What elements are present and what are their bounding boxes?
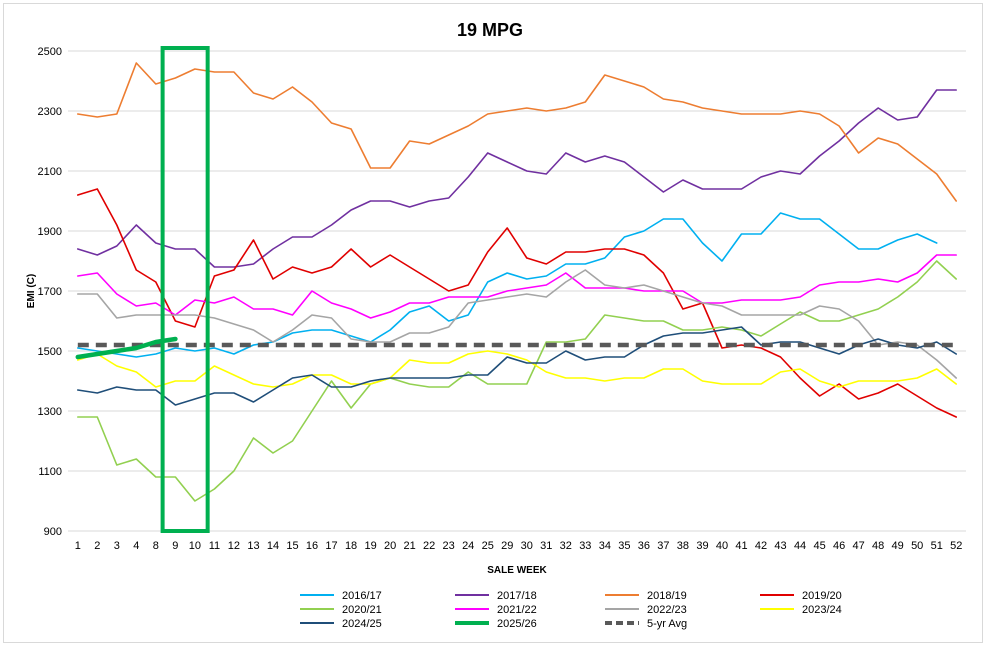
series-line-2025-26 bbox=[75, 336, 178, 360]
x-tick-label: 32 bbox=[560, 540, 572, 552]
x-tick-label: 42 bbox=[755, 540, 767, 552]
y-tick-label: 900 bbox=[44, 526, 62, 538]
y-tick-label: 1500 bbox=[38, 346, 62, 358]
series-line-2024-25 bbox=[77, 326, 957, 406]
x-tick-label: 16 bbox=[306, 540, 318, 552]
y-tick-label: 2500 bbox=[38, 46, 62, 58]
x-tick-label: 47 bbox=[853, 540, 865, 552]
y-tick-label: 1300 bbox=[38, 406, 62, 418]
x-tick-label: 23 bbox=[443, 540, 455, 552]
x-tick-label: 24 bbox=[462, 540, 474, 552]
x-tick-label: 11 bbox=[209, 540, 220, 552]
series-line-2016-17 bbox=[77, 212, 938, 358]
x-tick-label: 52 bbox=[950, 540, 962, 552]
x-tick-label: 40 bbox=[716, 540, 728, 552]
x-tick-label: 18 bbox=[345, 540, 357, 552]
chart-frame bbox=[3, 3, 983, 643]
x-tick-label: 46 bbox=[833, 540, 845, 552]
y-tick-label: 1100 bbox=[38, 466, 62, 478]
y-axis-ticks: 900 1100 1300 1500 1700 1900 2100 2300 2500 bbox=[38, 46, 62, 538]
x-tick-label: 2 bbox=[94, 540, 100, 552]
x-tick-label: 10 bbox=[189, 540, 201, 552]
x-tick-label: 8 bbox=[153, 540, 159, 552]
legend-label: 5-yr Avg bbox=[647, 618, 687, 630]
legend: 2016/17 2017/18 2018/19 2019/20 2020/21 2021/… bbox=[300, 590, 842, 630]
legend-label: 2023/24 bbox=[802, 604, 842, 616]
y-tick-label: 1900 bbox=[38, 226, 62, 238]
x-tick-label: 51 bbox=[931, 540, 943, 552]
x-tick-label: 44 bbox=[794, 540, 806, 552]
x-tick-label: 33 bbox=[579, 540, 591, 552]
x-axis-ticks: 1 2 3 4 8 9 10 11 12 13 14 15 16 17 18 19 20 21 22 23 24 25 29… bbox=[75, 540, 963, 552]
legend-label: 2019/20 bbox=[802, 590, 842, 602]
x-tick-label: 48 bbox=[872, 540, 884, 552]
legend-label: 2025/26 bbox=[497, 618, 537, 630]
x-tick-label: 38 bbox=[677, 540, 689, 552]
legend-label: 2022/23 bbox=[647, 604, 687, 616]
x-tick-label: 3 bbox=[114, 540, 120, 552]
x-tick-label: 17 bbox=[325, 540, 337, 552]
x-tick-label: 49 bbox=[892, 540, 904, 552]
x-tick-label: 39 bbox=[696, 540, 708, 552]
x-tick-label: 21 bbox=[404, 540, 416, 552]
x-tick-label: 36 bbox=[638, 540, 650, 552]
chart-title: 19 MPG bbox=[457, 20, 523, 40]
x-tick-label: 43 bbox=[774, 540, 786, 552]
legend-label: 2016/17 bbox=[342, 590, 382, 602]
x-axis-title: SALE WEEK bbox=[487, 565, 547, 576]
series-line-2019-20 bbox=[77, 188, 957, 418]
x-tick-label: 13 bbox=[247, 540, 259, 552]
x-tick-label: 15 bbox=[286, 540, 298, 552]
series-line-2022-23 bbox=[77, 269, 957, 379]
x-tick-label: 22 bbox=[423, 540, 435, 552]
x-tick-label: 30 bbox=[521, 540, 533, 552]
legend-label: 2020/21 bbox=[342, 604, 382, 616]
x-tick-label: 4 bbox=[133, 540, 139, 552]
y-tick-label: 1700 bbox=[38, 286, 62, 298]
gridlines bbox=[68, 50, 966, 532]
x-tick-label: 34 bbox=[599, 540, 611, 552]
series-line-2020-21 bbox=[77, 260, 957, 502]
x-tick-label: 35 bbox=[618, 540, 630, 552]
x-tick-label: 50 bbox=[911, 540, 923, 552]
legend-label: 2024/25 bbox=[342, 618, 382, 630]
x-tick-label: 45 bbox=[813, 540, 825, 552]
series-line-2018-19 bbox=[77, 62, 957, 202]
x-tick-label: 1 bbox=[75, 540, 81, 552]
series-lines bbox=[75, 62, 957, 502]
highlight-box bbox=[160, 46, 210, 533]
x-tick-label: 31 bbox=[540, 540, 552, 552]
series-line-2023-24 bbox=[77, 350, 957, 388]
legend-label: 2017/18 bbox=[497, 590, 537, 602]
x-tick-label: 9 bbox=[172, 540, 178, 552]
x-tick-label: 25 bbox=[482, 540, 494, 552]
y-tick-label: 2100 bbox=[38, 166, 62, 178]
x-tick-label: 29 bbox=[501, 540, 513, 552]
x-tick-label: 41 bbox=[735, 540, 747, 552]
y-axis-title: EMI (C) bbox=[26, 274, 37, 308]
x-tick-label: 20 bbox=[384, 540, 396, 552]
x-tick-label: 19 bbox=[364, 540, 376, 552]
legend-label: 2018/19 bbox=[647, 590, 687, 602]
legend-label: 2021/22 bbox=[497, 604, 537, 616]
series-line-2017-18 bbox=[77, 89, 957, 268]
x-tick-label: 12 bbox=[228, 540, 240, 552]
y-tick-label: 2300 bbox=[38, 106, 62, 118]
x-tick-label: 14 bbox=[267, 540, 279, 552]
x-tick-label: 37 bbox=[657, 540, 669, 552]
series-line-2021-22 bbox=[77, 254, 957, 319]
